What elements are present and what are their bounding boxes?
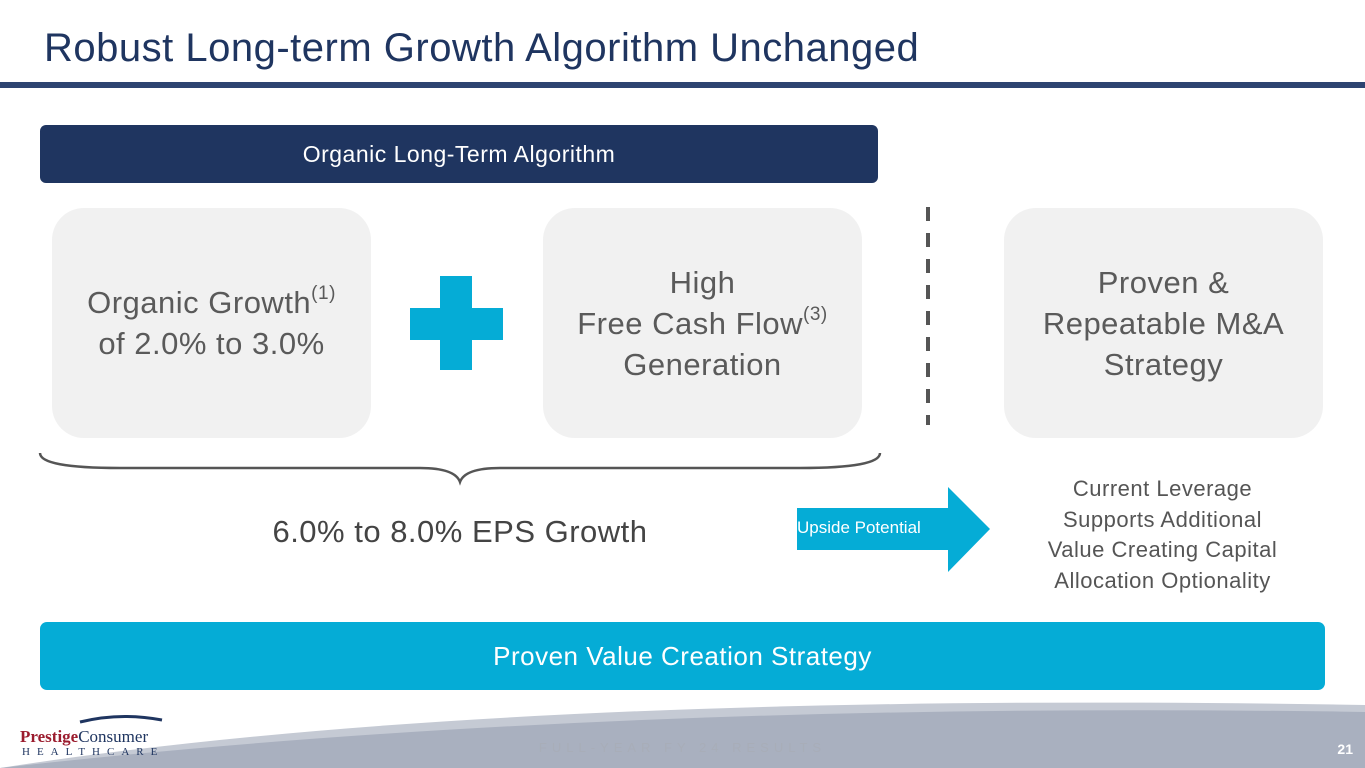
algorithm-header: Organic Long-Term Algorithm [40, 125, 878, 183]
pillar-text: Free Cash Flow [577, 305, 804, 341]
slide-title: Robust Long-term Growth Algorithm Unchan… [44, 26, 920, 70]
pillar-text: Repeatable M&A [1042, 305, 1285, 341]
pillar-text: Generation [623, 346, 782, 382]
pillar-box: Proven & Repeatable M&A Strategy [1004, 208, 1323, 438]
title-rule [0, 82, 1365, 88]
pillar-text: Organic Growth [87, 285, 312, 320]
plus-v [440, 276, 472, 370]
pillar-box: High Free Cash Flow(3) Generation [543, 208, 862, 438]
pillar-text: Proven & [1097, 264, 1230, 300]
upside-text: Current Leverage Supports Additional Val… [1010, 474, 1315, 596]
logo: PrestigeConsumer [20, 727, 148, 747]
pillar-box: Organic Growth(1) of 2.0% to 3.0% [52, 208, 371, 438]
footnote: (3) [803, 303, 828, 325]
eps-growth: 6.0% to 8.0% EPS Growth [272, 514, 648, 549]
logo-sub: HEALTHCARE [22, 746, 165, 758]
arrow-label: Upside Potential [797, 518, 921, 537]
logo-swoosh [79, 714, 163, 724]
upside-line: Current Leverage [1072, 476, 1253, 501]
pillar-text: Strategy [1103, 346, 1224, 382]
footnote: (1) [311, 283, 336, 304]
pillar-text: of 2.0% to 3.0% [98, 326, 325, 361]
page-number: 21 [1337, 741, 1353, 757]
logo-text: Consumer [78, 727, 149, 746]
upside-line: Supports Additional [1062, 506, 1263, 532]
footer-band [0, 710, 1365, 768]
brace [38, 452, 882, 486]
pillar-text: High [669, 264, 736, 300]
strategy-bar: Proven Value Creation Strategy [40, 622, 1325, 690]
upside-arrow [797, 487, 990, 572]
footer-text: FULL-YEAR FY 24 RESULTS [538, 740, 827, 755]
logo-text: Prestige [20, 727, 79, 746]
upside-line: Allocation Optionality [1054, 567, 1271, 593]
upside-line: Value Creating Capital [1047, 537, 1278, 562]
